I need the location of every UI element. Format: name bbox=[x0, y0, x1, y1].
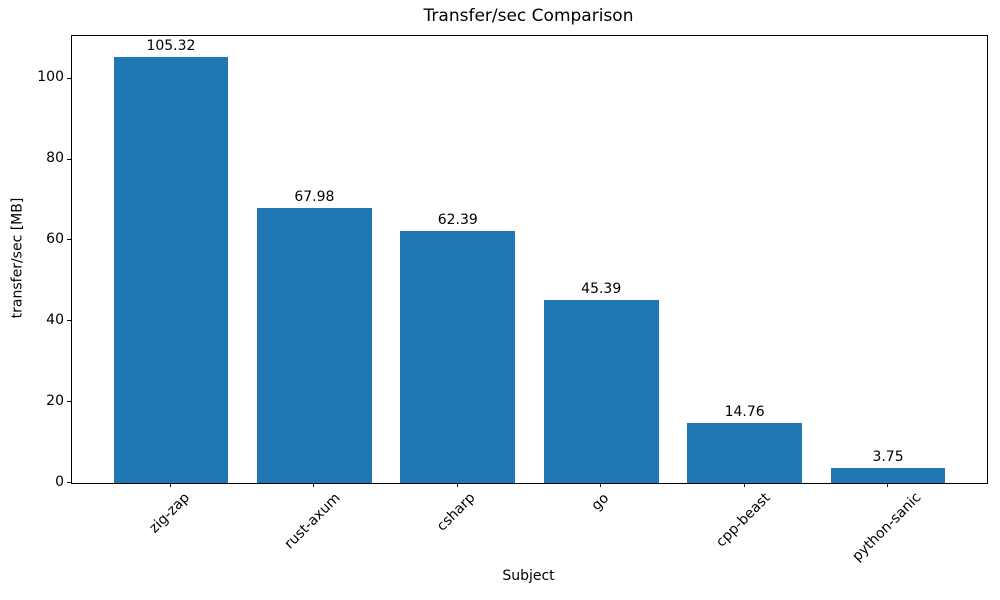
bars-layer: 105.32 67.98 62.39 45.39 14.76 3.75 bbox=[72, 36, 987, 483]
bar-value-label: 67.98 bbox=[294, 189, 335, 206]
bar-go bbox=[543, 299, 659, 483]
y-tick-mark bbox=[67, 320, 71, 321]
x-tick-mark bbox=[170, 483, 171, 487]
bar-value-label: 14.76 bbox=[724, 404, 765, 421]
y-tick-label: 0 bbox=[55, 473, 64, 490]
x-tick-mark bbox=[744, 483, 745, 487]
y-tick-mark bbox=[67, 78, 71, 79]
y-tick-label: 60 bbox=[46, 230, 64, 247]
x-axis-label: Subject bbox=[502, 568, 555, 584]
x-tick-mark bbox=[887, 483, 888, 487]
bar-value-label: 3.75 bbox=[872, 448, 904, 465]
bar-value-label: 45.39 bbox=[581, 280, 622, 297]
y-axis-label: transfer/sec [MB] bbox=[9, 197, 26, 319]
x-tick-label-zig-zap: zig-zap bbox=[146, 489, 193, 537]
y-tick-mark bbox=[67, 401, 71, 402]
bar-python-sanic bbox=[830, 467, 946, 483]
plot-area: 105.32 67.98 62.39 45.39 14.76 3.75 bbox=[71, 35, 988, 484]
y-tick-label: 80 bbox=[46, 150, 64, 167]
x-tick-mark bbox=[457, 483, 458, 487]
bar-zig-zap bbox=[113, 57, 229, 483]
bar-value-label: 62.39 bbox=[437, 211, 478, 228]
x-tick-mark bbox=[600, 483, 601, 487]
y-tick-mark bbox=[67, 159, 71, 160]
bar-csharp bbox=[400, 230, 516, 483]
y-tick-mark bbox=[67, 482, 71, 483]
x-tick-label-python-sanic: python-sanic bbox=[849, 489, 925, 566]
y-tick-label: 20 bbox=[46, 392, 64, 409]
x-tick-mark bbox=[313, 483, 314, 487]
x-tick-label-rust-axum: rust-axum bbox=[281, 490, 344, 553]
y-tick-label: 100 bbox=[37, 69, 64, 86]
y-tick-label: 40 bbox=[46, 311, 64, 328]
bar-rust-axum bbox=[257, 208, 372, 483]
bar-value-label: 105.32 bbox=[146, 38, 196, 55]
x-tick-label-go: go bbox=[588, 489, 612, 514]
chart-title: Transfer/sec Comparison bbox=[423, 6, 634, 26]
bar-cpp-beast bbox=[687, 423, 802, 483]
y-tick-mark bbox=[67, 239, 71, 240]
x-tick-label-cpp-beast: cpp-beast bbox=[713, 489, 774, 551]
x-tick-label-csharp: csharp bbox=[434, 489, 479, 535]
